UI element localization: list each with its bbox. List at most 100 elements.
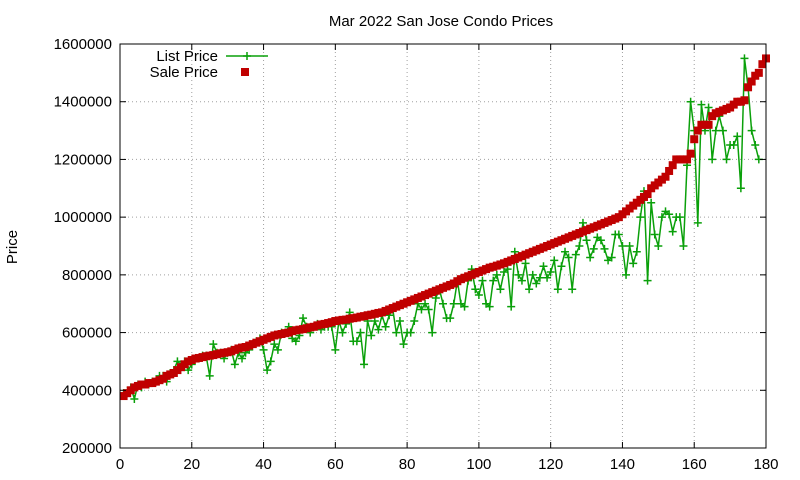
list-price-point	[693, 218, 702, 227]
series-layer	[119, 54, 770, 403]
x-tick-label: 20	[183, 456, 200, 473]
list-price-point	[410, 317, 419, 326]
list-price-point	[356, 328, 365, 337]
list-price-point	[571, 250, 580, 259]
list-price-point	[507, 302, 516, 311]
list-price-point	[665, 210, 674, 219]
list-price-point	[697, 100, 706, 109]
list-price-point	[553, 285, 562, 294]
list-price-point	[582, 236, 591, 245]
list-price-point	[525, 285, 534, 294]
x-tick-label: 100	[466, 456, 491, 473]
list-price-point	[650, 230, 659, 239]
list-price-point	[550, 256, 559, 265]
x-tick-label: 60	[327, 456, 344, 473]
list-price-point	[424, 305, 433, 314]
list-price-point	[535, 273, 544, 282]
list-price-point	[381, 322, 390, 331]
list-price-point	[446, 314, 455, 323]
x-tick-label: 140	[610, 456, 635, 473]
y-tick-label: 400000	[62, 382, 112, 399]
plot-frame	[119, 43, 767, 449]
y-tick-label: 1200000	[54, 151, 112, 168]
legend-swatch-sale-price-marker	[241, 68, 249, 76]
list-price-point	[625, 242, 634, 250]
list-price-point	[708, 155, 717, 164]
list-price-point	[338, 328, 347, 337]
list-price-point	[528, 270, 537, 279]
list-price-point	[406, 328, 415, 337]
list-price-point	[686, 97, 695, 106]
x-tick-label: 180	[753, 456, 778, 473]
list-price-point	[428, 328, 437, 337]
list-price-point	[478, 276, 487, 285]
list-price-point	[632, 247, 641, 256]
list-price-point	[557, 262, 566, 271]
list-price-point	[539, 262, 548, 271]
x-tick-label: 160	[682, 456, 707, 473]
x-tick-label: 80	[399, 456, 416, 473]
list-price-point	[532, 279, 541, 288]
list-price-point	[209, 340, 218, 349]
list-price-point	[230, 360, 239, 369]
list-price-point	[395, 317, 404, 326]
list-price-point	[517, 276, 526, 285]
sale-price-point	[643, 190, 652, 199]
list-price-point	[647, 198, 656, 207]
sale-price-point	[747, 77, 756, 86]
list-price-point	[273, 345, 282, 354]
list-price-point	[421, 299, 430, 308]
list-price-point	[629, 259, 638, 268]
chart-title: Mar 2022 San Jose Condo Prices	[329, 13, 553, 30]
list-price-point	[622, 270, 631, 279]
sale-price-point	[693, 126, 702, 135]
list-price-point	[514, 270, 523, 279]
list-price-point	[679, 242, 688, 250]
list-price-point	[543, 273, 552, 282]
y-tick-label: 1600000	[54, 36, 112, 53]
sale-price-point	[690, 135, 699, 144]
list-price-point	[747, 126, 756, 135]
sale-price-point	[744, 83, 753, 92]
y-tick-label: 600000	[62, 325, 112, 342]
list-price-point	[654, 242, 663, 250]
list-price-point	[675, 213, 684, 222]
list-price-point	[471, 285, 480, 294]
list-price-point	[733, 132, 742, 141]
sale-price-point	[704, 120, 713, 129]
list-price-point	[600, 244, 609, 253]
list-price-point	[299, 314, 308, 323]
y-tick-label: 800000	[62, 267, 112, 284]
list-price-point	[643, 276, 652, 285]
sale-price-point	[686, 149, 695, 158]
list-price-point	[270, 340, 279, 349]
list-price-point	[266, 357, 275, 366]
legend-label-sale-price: Sale Price	[150, 64, 218, 81]
list-price-point	[618, 242, 627, 250]
list-price-point	[399, 340, 408, 349]
ticks: 0 20 40 60 80 100 120 140 160 180 200000 400000 6000…	[54, 36, 779, 473]
list-price-point	[711, 126, 720, 135]
list-price-point	[263, 366, 272, 375]
y-tick-label: 1400000	[54, 94, 112, 111]
list-price-point	[485, 302, 494, 311]
sale-price-point	[683, 155, 692, 164]
list-price-point	[460, 302, 469, 311]
list-price-point	[575, 242, 584, 250]
list-price-point	[449, 299, 458, 308]
list-price-point	[636, 213, 645, 222]
sale-price-point	[661, 172, 670, 181]
list-price-point	[736, 184, 745, 193]
list-price-point	[367, 331, 376, 340]
list-price-point	[704, 103, 713, 112]
x-tick-label: 0	[116, 456, 124, 473]
list-price-point	[130, 394, 139, 403]
list-price-point	[489, 276, 498, 285]
list-price-point	[589, 244, 598, 253]
list-price-point	[205, 371, 214, 380]
list-price-point	[578, 218, 587, 227]
list-price-point	[614, 230, 623, 239]
legend: List Price Sale Price	[150, 48, 268, 81]
